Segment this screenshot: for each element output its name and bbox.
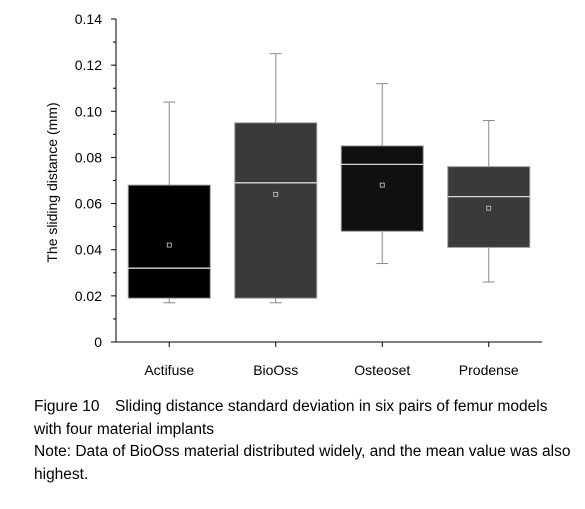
y-tick-label: 0.08: [75, 149, 102, 165]
mean-marker: [379, 182, 385, 188]
box-actifuse: [127, 101, 211, 304]
y-tick-label: 0.10: [75, 103, 102, 119]
x-tick-label: Prodense: [459, 362, 519, 378]
y-axis-label: The sliding distance (mm): [44, 102, 60, 262]
caption-note: Note: Data of BioOss material distribute…: [34, 443, 571, 483]
box-osteoset: [340, 83, 424, 265]
figure-caption: Figure 10 Sliding distance standard devi…: [34, 396, 579, 486]
y-tick-label: 0.06: [75, 196, 102, 212]
y-tick-label: 0.04: [75, 242, 102, 258]
box-body: [234, 122, 318, 299]
box-body: [340, 145, 424, 232]
y-tick-label: 0: [94, 334, 102, 350]
mean-marker: [486, 205, 492, 211]
x-tick-label: Osteoset: [354, 362, 410, 378]
mean-marker: [166, 242, 172, 248]
box-plot: 0 0.02 0.04 0.06 0.08 0.10 0.12 0.14 The sliding…: [44, 11, 542, 378]
box-biooss: [234, 53, 318, 304]
y-tick-label: 0.14: [75, 11, 102, 27]
box-body: [127, 184, 211, 299]
mean-marker: [273, 191, 279, 197]
box-body: [447, 166, 531, 248]
y-tick-label: 0.02: [75, 288, 102, 304]
x-tick-label: BioOss: [253, 362, 298, 378]
box-prodense: [447, 120, 531, 283]
y-tick-label: 0.12: [75, 57, 102, 73]
caption-title: Figure 10 Sliding distance standard devi…: [34, 398, 548, 438]
x-tick-label: Actifuse: [144, 362, 194, 378]
